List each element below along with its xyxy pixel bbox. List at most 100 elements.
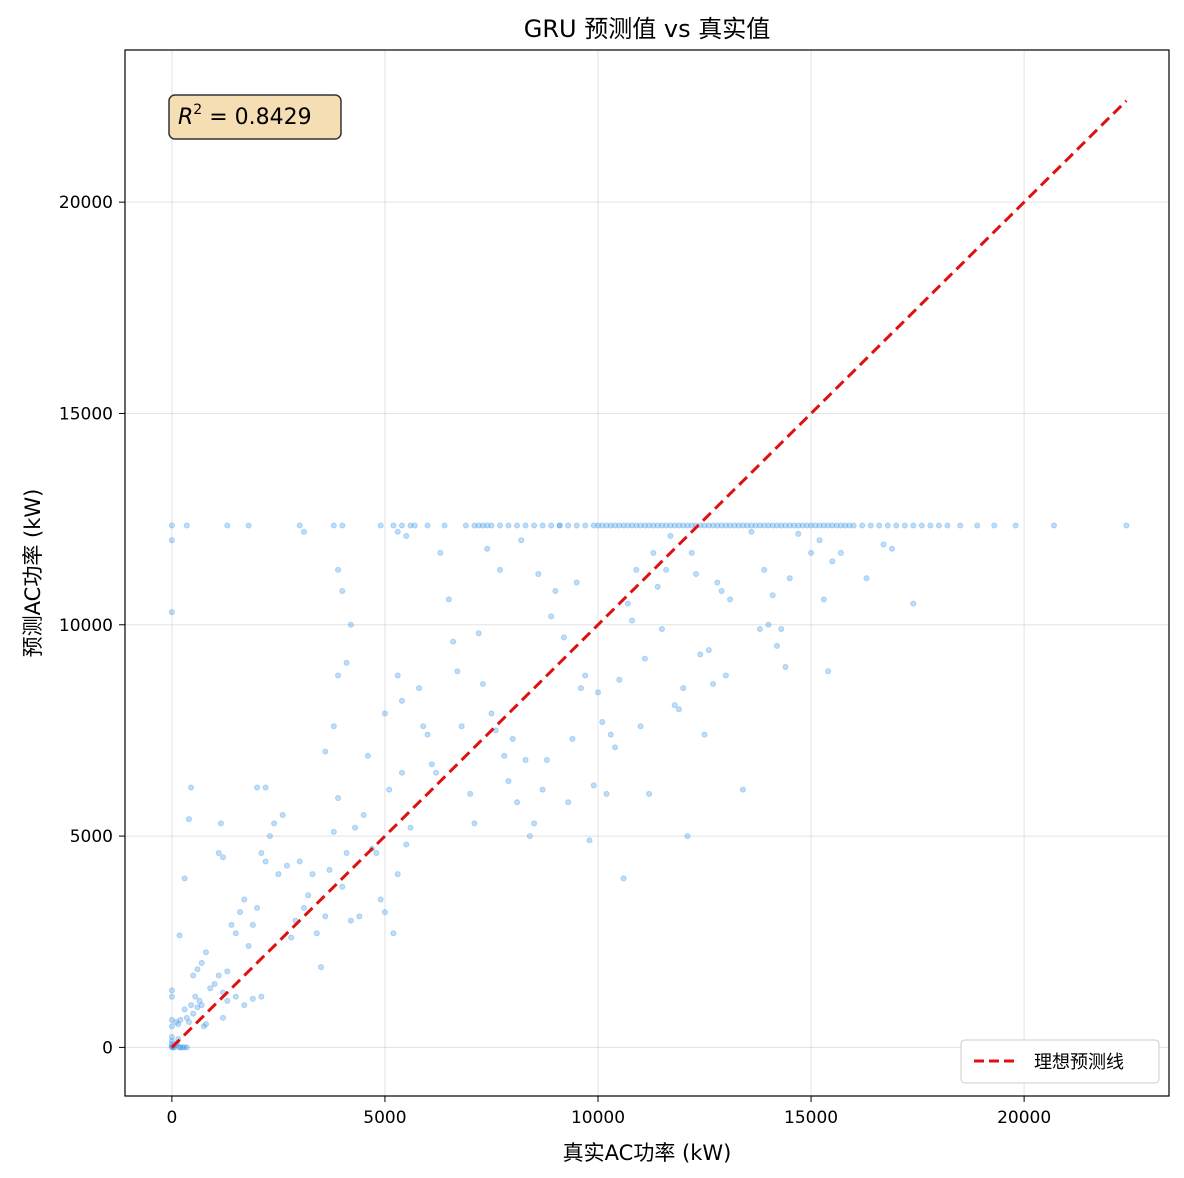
scatter-point: [381, 909, 388, 916]
scatter-point: [168, 609, 175, 616]
scatter-point: [650, 549, 657, 556]
scatter-point: [241, 896, 248, 903]
scatter-point: [599, 718, 606, 725]
scatter-point: [185, 816, 192, 823]
scatter-point: [188, 784, 195, 791]
scatter-point: [594, 689, 601, 696]
scatter-point: [710, 680, 717, 687]
scatter-point: [249, 995, 256, 1002]
scatter-point: [833, 522, 840, 529]
scatter-point: [727, 596, 734, 603]
scatter-point: [918, 522, 925, 529]
scatter-point: [416, 685, 423, 692]
scatter-point: [496, 566, 503, 573]
scatter-point: [675, 706, 682, 713]
scatter-point: [663, 566, 670, 573]
scatter-point: [188, 1002, 195, 1009]
scatter-point: [829, 522, 836, 529]
scatter-point: [859, 522, 866, 529]
scatter-point: [390, 522, 397, 529]
r2-annotation-suffix: = 0.8429: [202, 105, 311, 130]
scatter-point: [641, 522, 648, 529]
scatter-point: [658, 522, 665, 529]
scatter-point: [735, 522, 742, 529]
scatter-point: [748, 528, 755, 535]
scatter-point: [927, 522, 934, 529]
scatter-point: [471, 820, 478, 827]
scatter-point: [168, 1016, 175, 1023]
x-tick-label: 0: [166, 1108, 177, 1128]
scatter-point: [748, 522, 755, 529]
scatter-point: [181, 1044, 188, 1051]
scatter-point: [556, 522, 563, 529]
scatter-point: [650, 522, 657, 529]
scatter-point: [437, 549, 444, 556]
scatter-point: [479, 680, 486, 687]
scatter-point: [194, 966, 201, 973]
scatter-point: [573, 522, 580, 529]
scatter-point: [224, 968, 231, 975]
scatter-point: [577, 685, 584, 692]
scatter-point: [450, 638, 457, 645]
scatter-point: [620, 522, 627, 529]
scatter-point: [407, 522, 414, 529]
scatter-point: [262, 858, 269, 865]
scatter-point: [168, 987, 175, 994]
scatter-point: [352, 824, 359, 831]
scatter-point: [232, 993, 239, 1000]
scatter-point: [565, 799, 572, 806]
scatter-point: [773, 522, 780, 529]
r2-annotation-sup: 2: [193, 102, 202, 118]
scatter-point: [168, 1038, 175, 1045]
y-axis-label: 预测AC功率 (kW): [21, 489, 45, 658]
scatter-point: [590, 522, 597, 529]
scatter-point: [488, 710, 495, 717]
scatter-point: [390, 930, 397, 937]
scatter-point: [535, 571, 542, 578]
scatter-point: [245, 942, 252, 949]
scatter-point: [386, 786, 393, 793]
scatter-point: [846, 522, 853, 529]
scatter-point: [501, 752, 508, 759]
scatter-point: [522, 757, 529, 764]
scatter-point: [377, 896, 384, 903]
scatter-point: [701, 731, 708, 738]
scatter-point: [667, 533, 674, 540]
scatter-point: [560, 634, 567, 641]
scatter-point: [198, 959, 205, 966]
scatter-points: [168, 522, 1130, 1051]
legend: 理想预测线: [960, 1039, 1160, 1084]
y-tick-label: 0: [102, 1038, 113, 1058]
x-tick-label: 15000: [784, 1108, 838, 1128]
scatter-point: [168, 537, 175, 544]
scatter-point: [880, 541, 887, 548]
scatter-point: [684, 522, 691, 529]
scatter-point: [646, 790, 653, 797]
scatter-point: [343, 849, 350, 856]
x-axis-label: 真实AC功率 (kW): [563, 1141, 732, 1165]
scatter-point: [718, 587, 725, 594]
scatter-point: [283, 862, 290, 869]
scatter-point: [684, 833, 691, 840]
scatter-point: [697, 651, 704, 658]
scatter-point: [688, 522, 695, 529]
scatter-point: [458, 723, 465, 730]
scatter-point: [714, 579, 721, 586]
scatter-point: [765, 522, 772, 529]
legend-box: [960, 1039, 1160, 1084]
scatter-point: [718, 522, 725, 529]
scatter-point: [309, 871, 316, 878]
scatter-point: [492, 727, 499, 734]
scatter-point: [654, 522, 661, 529]
scatter-point: [181, 875, 188, 882]
scatter-point: [548, 613, 555, 620]
scatter-point: [296, 858, 303, 865]
scatter-point: [957, 522, 964, 529]
scatter-point: [808, 549, 815, 556]
scatter-point: [658, 625, 665, 632]
scatter-point: [629, 522, 636, 529]
scatter-point: [176, 932, 183, 939]
scatter-point: [183, 1014, 190, 1021]
scatter-point: [505, 522, 512, 529]
